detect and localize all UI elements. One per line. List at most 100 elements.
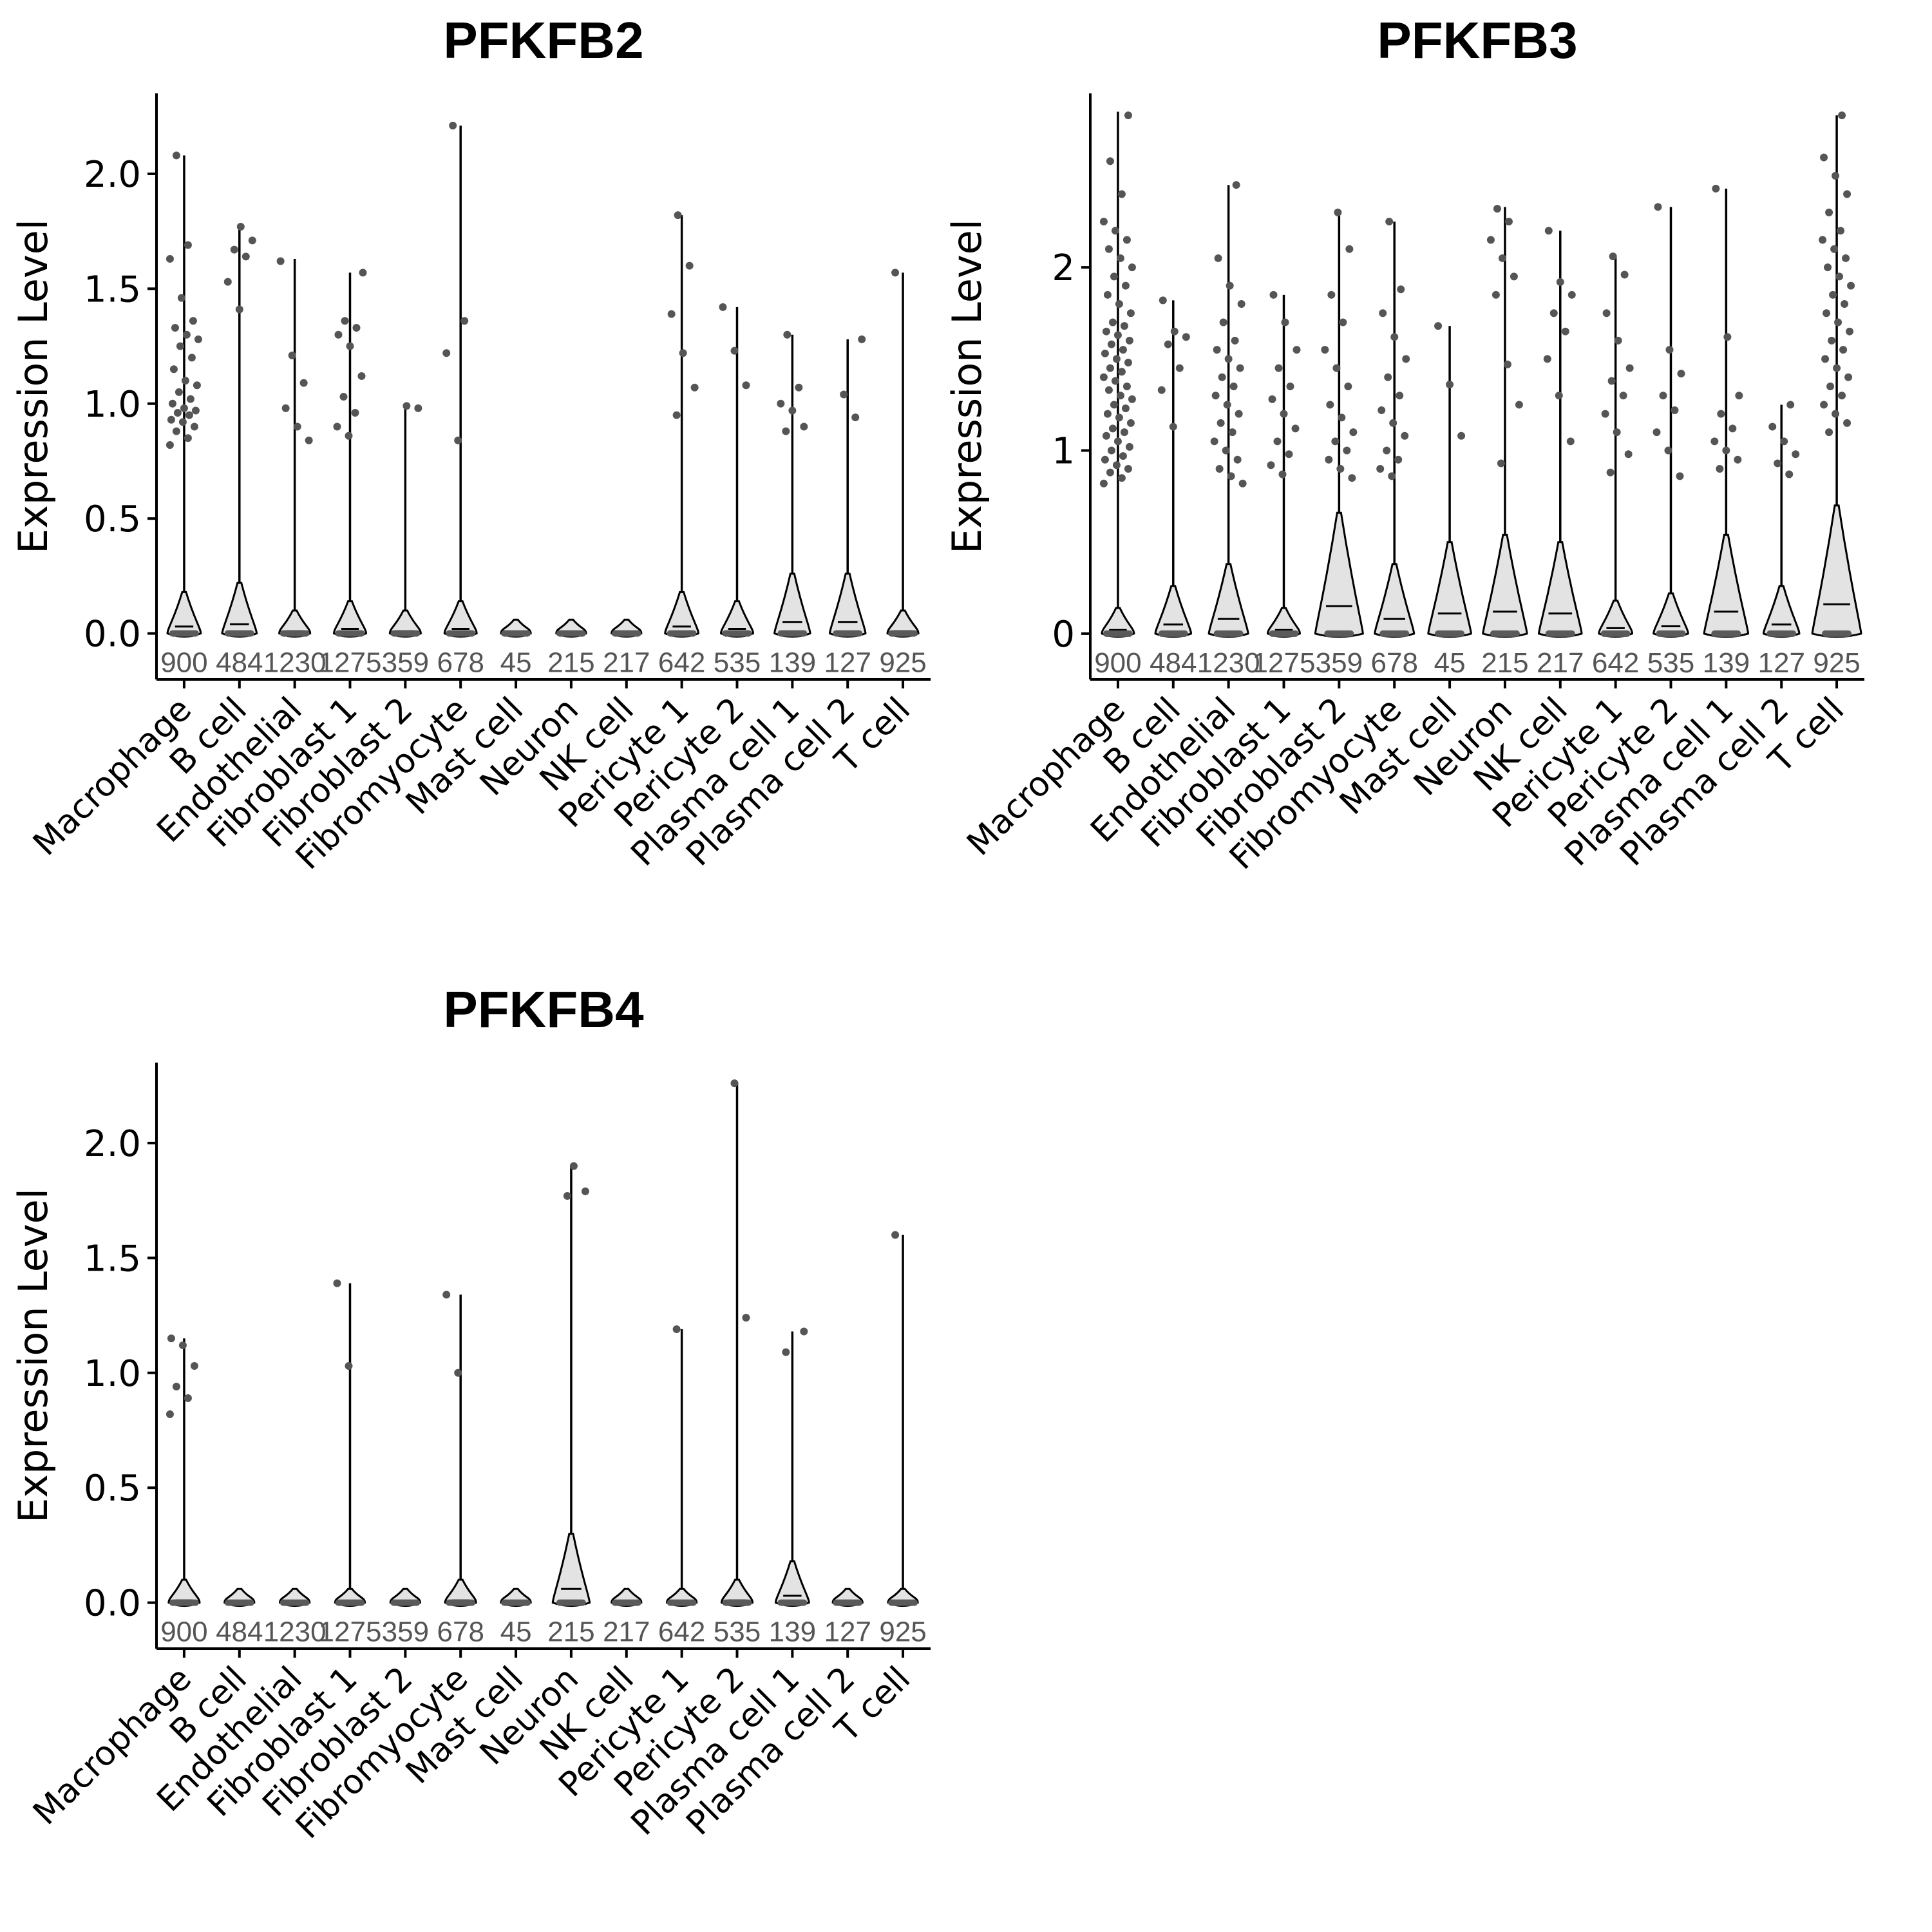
data-point xyxy=(1843,419,1852,427)
data-point xyxy=(293,422,301,431)
data-point xyxy=(730,346,739,355)
data-point xyxy=(1607,377,1616,385)
data-point xyxy=(1446,381,1454,389)
cell-count-label: 925 xyxy=(879,1616,926,1648)
data-point xyxy=(1108,318,1117,327)
data-point xyxy=(581,1187,589,1195)
violin-fibroblast-1: 1275 xyxy=(319,1279,381,1648)
data-point xyxy=(1786,401,1795,409)
violin-t-cell: 925 xyxy=(1811,111,1862,679)
data-point xyxy=(1820,401,1828,409)
data-point xyxy=(1122,236,1131,244)
data-point xyxy=(1293,346,1301,354)
data-point xyxy=(1124,464,1132,473)
chart-title: PFKFB4 xyxy=(443,981,644,1038)
data-point xyxy=(1434,322,1443,330)
violin-pericyte-2: 535 xyxy=(1647,203,1694,679)
data-point xyxy=(1101,455,1109,464)
data-point xyxy=(1124,359,1132,367)
data-point xyxy=(184,434,192,442)
cell-count-label: 359 xyxy=(1316,647,1363,679)
data-point xyxy=(1819,236,1827,244)
data-point xyxy=(1117,190,1126,198)
cell-count-label: 1275 xyxy=(319,647,382,679)
data-point xyxy=(1104,245,1113,253)
data-point xyxy=(1278,470,1287,478)
data-point xyxy=(851,413,860,422)
data-point xyxy=(460,317,469,325)
data-point xyxy=(1169,422,1177,431)
data-point xyxy=(1402,355,1410,363)
cell-count-label: 45 xyxy=(1434,647,1466,679)
y-tick-label: 0.5 xyxy=(84,498,141,540)
cell-count-label: 678 xyxy=(1371,647,1418,679)
data-point xyxy=(1833,364,1841,372)
data-point xyxy=(1119,346,1127,354)
violin-body xyxy=(1427,541,1472,638)
violin-plasma-cell-2: 127 xyxy=(824,1587,871,1648)
data-point xyxy=(777,399,785,408)
data-point xyxy=(180,404,188,412)
data-point xyxy=(1717,410,1725,418)
data-point xyxy=(167,415,175,424)
data-point xyxy=(345,431,353,440)
data-point xyxy=(1117,368,1126,376)
data-point xyxy=(1394,455,1403,464)
data-point xyxy=(1826,383,1835,390)
data-point xyxy=(1549,309,1558,317)
data-point xyxy=(1235,410,1243,418)
data-point xyxy=(1159,296,1167,305)
data-point xyxy=(1832,410,1840,418)
data-point xyxy=(414,404,422,412)
data-point xyxy=(1665,346,1674,354)
y-tick-label: 1.5 xyxy=(84,269,141,310)
data-point xyxy=(176,342,184,350)
data-point xyxy=(1710,437,1719,446)
data-point xyxy=(1397,285,1405,294)
data-point xyxy=(1457,431,1466,440)
cell-count-label: 215 xyxy=(547,1616,594,1648)
data-point xyxy=(795,383,803,392)
data-point xyxy=(1555,392,1563,400)
cell-count-label: 535 xyxy=(714,1616,761,1648)
violin-fibromyocyte: 678 xyxy=(437,121,484,679)
data-point xyxy=(1503,360,1511,368)
panel-pfkfb4: PFKFB4 0.0 0.5 1.0 1.5 2.0 Expression Level 900… xyxy=(10,981,931,1846)
data-point xyxy=(1820,153,1828,162)
data-point xyxy=(1281,318,1289,327)
data-point xyxy=(1653,428,1661,437)
cell-count-label: 127 xyxy=(824,1616,871,1648)
violin-neuron: 215 xyxy=(547,618,595,679)
data-point xyxy=(1211,392,1220,400)
cell-count-label: 900 xyxy=(160,1616,207,1648)
data-point xyxy=(1113,331,1122,339)
cell-count-label: 217 xyxy=(603,647,650,679)
data-point xyxy=(1515,401,1523,409)
cell-count-label: 139 xyxy=(1703,647,1750,679)
data-point xyxy=(1269,290,1278,299)
data-point xyxy=(1401,431,1409,440)
cell-count-label: 535 xyxy=(714,647,761,679)
violin-pericyte-1: 642 xyxy=(658,211,705,679)
data-point xyxy=(1735,392,1743,400)
data-point xyxy=(1285,450,1293,459)
violin-body xyxy=(1703,533,1750,638)
data-point xyxy=(1274,364,1283,372)
data-point xyxy=(299,379,308,387)
data-point xyxy=(1236,364,1244,372)
data-point xyxy=(1349,428,1358,437)
data-point xyxy=(1846,327,1854,336)
data-point xyxy=(454,1368,462,1377)
data-point xyxy=(563,1191,571,1200)
data-point xyxy=(569,1162,578,1170)
data-point xyxy=(1385,218,1394,226)
data-point xyxy=(1654,203,1662,211)
data-point xyxy=(1609,252,1617,261)
data-point xyxy=(1847,281,1855,290)
data-point xyxy=(782,427,790,435)
data-point xyxy=(1126,309,1135,317)
cell-count-label: 484 xyxy=(1150,647,1197,679)
data-point xyxy=(800,422,808,431)
data-point xyxy=(1286,383,1294,390)
data-point xyxy=(1228,428,1236,437)
